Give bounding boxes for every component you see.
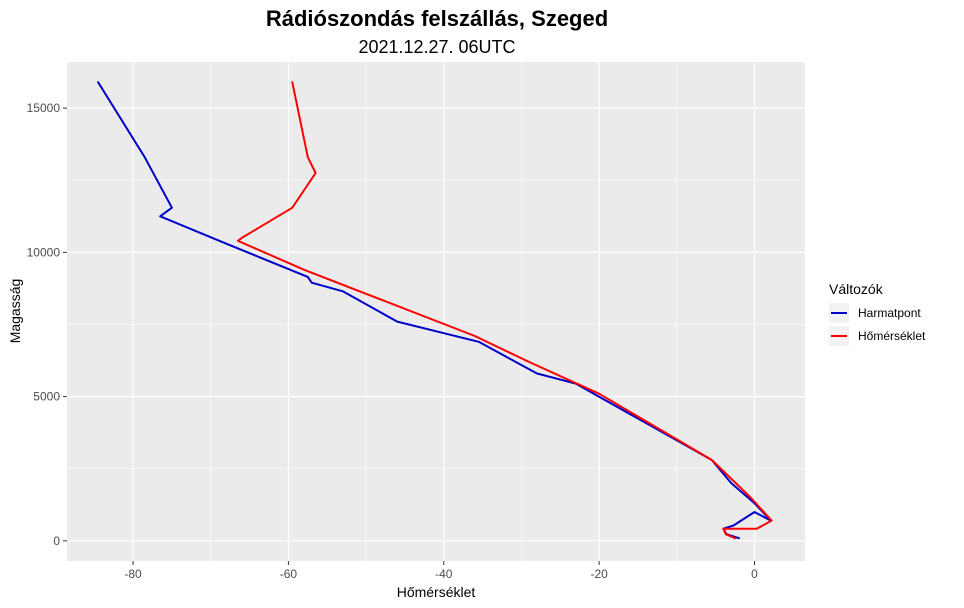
x-tick-label: -20 [590, 567, 608, 581]
grid-minor [67, 62, 805, 561]
grid-major [67, 62, 805, 561]
y-tick-label: 0 [53, 534, 60, 548]
legend-label-harmatpont: Harmatpont [858, 306, 921, 320]
legend-label-homerseklet: Hőmérséklet [858, 329, 926, 343]
chart-subtitle: 2021.12.27. 06UTC [358, 37, 515, 57]
ticks-layer: -80 -60 -40 -20 0 0 5000 10000 15000 [27, 101, 759, 581]
chart-title: Rádiószondás felszállás, Szeged [266, 6, 608, 31]
y-tick-label: 5000 [33, 390, 60, 404]
series-line-homerseklet [236, 81, 773, 540]
y-tick-label: 10000 [27, 245, 61, 259]
series-layer [97, 81, 773, 540]
legend: Változók Harmatpont Hőmérséklet [829, 281, 926, 346]
x-tick-label: 0 [751, 567, 758, 581]
series-line-harmatpont [97, 81, 772, 540]
y-tick-label: 15000 [27, 101, 61, 115]
x-axis-title: Hőmérséklet [397, 584, 476, 600]
x-tick-label: -80 [124, 567, 142, 581]
plot-panel [67, 62, 805, 561]
x-tick-label: -60 [280, 567, 298, 581]
legend-title: Változók [829, 281, 884, 297]
y-axis-title: Magasság [7, 279, 23, 344]
x-tick-label: -40 [435, 567, 453, 581]
